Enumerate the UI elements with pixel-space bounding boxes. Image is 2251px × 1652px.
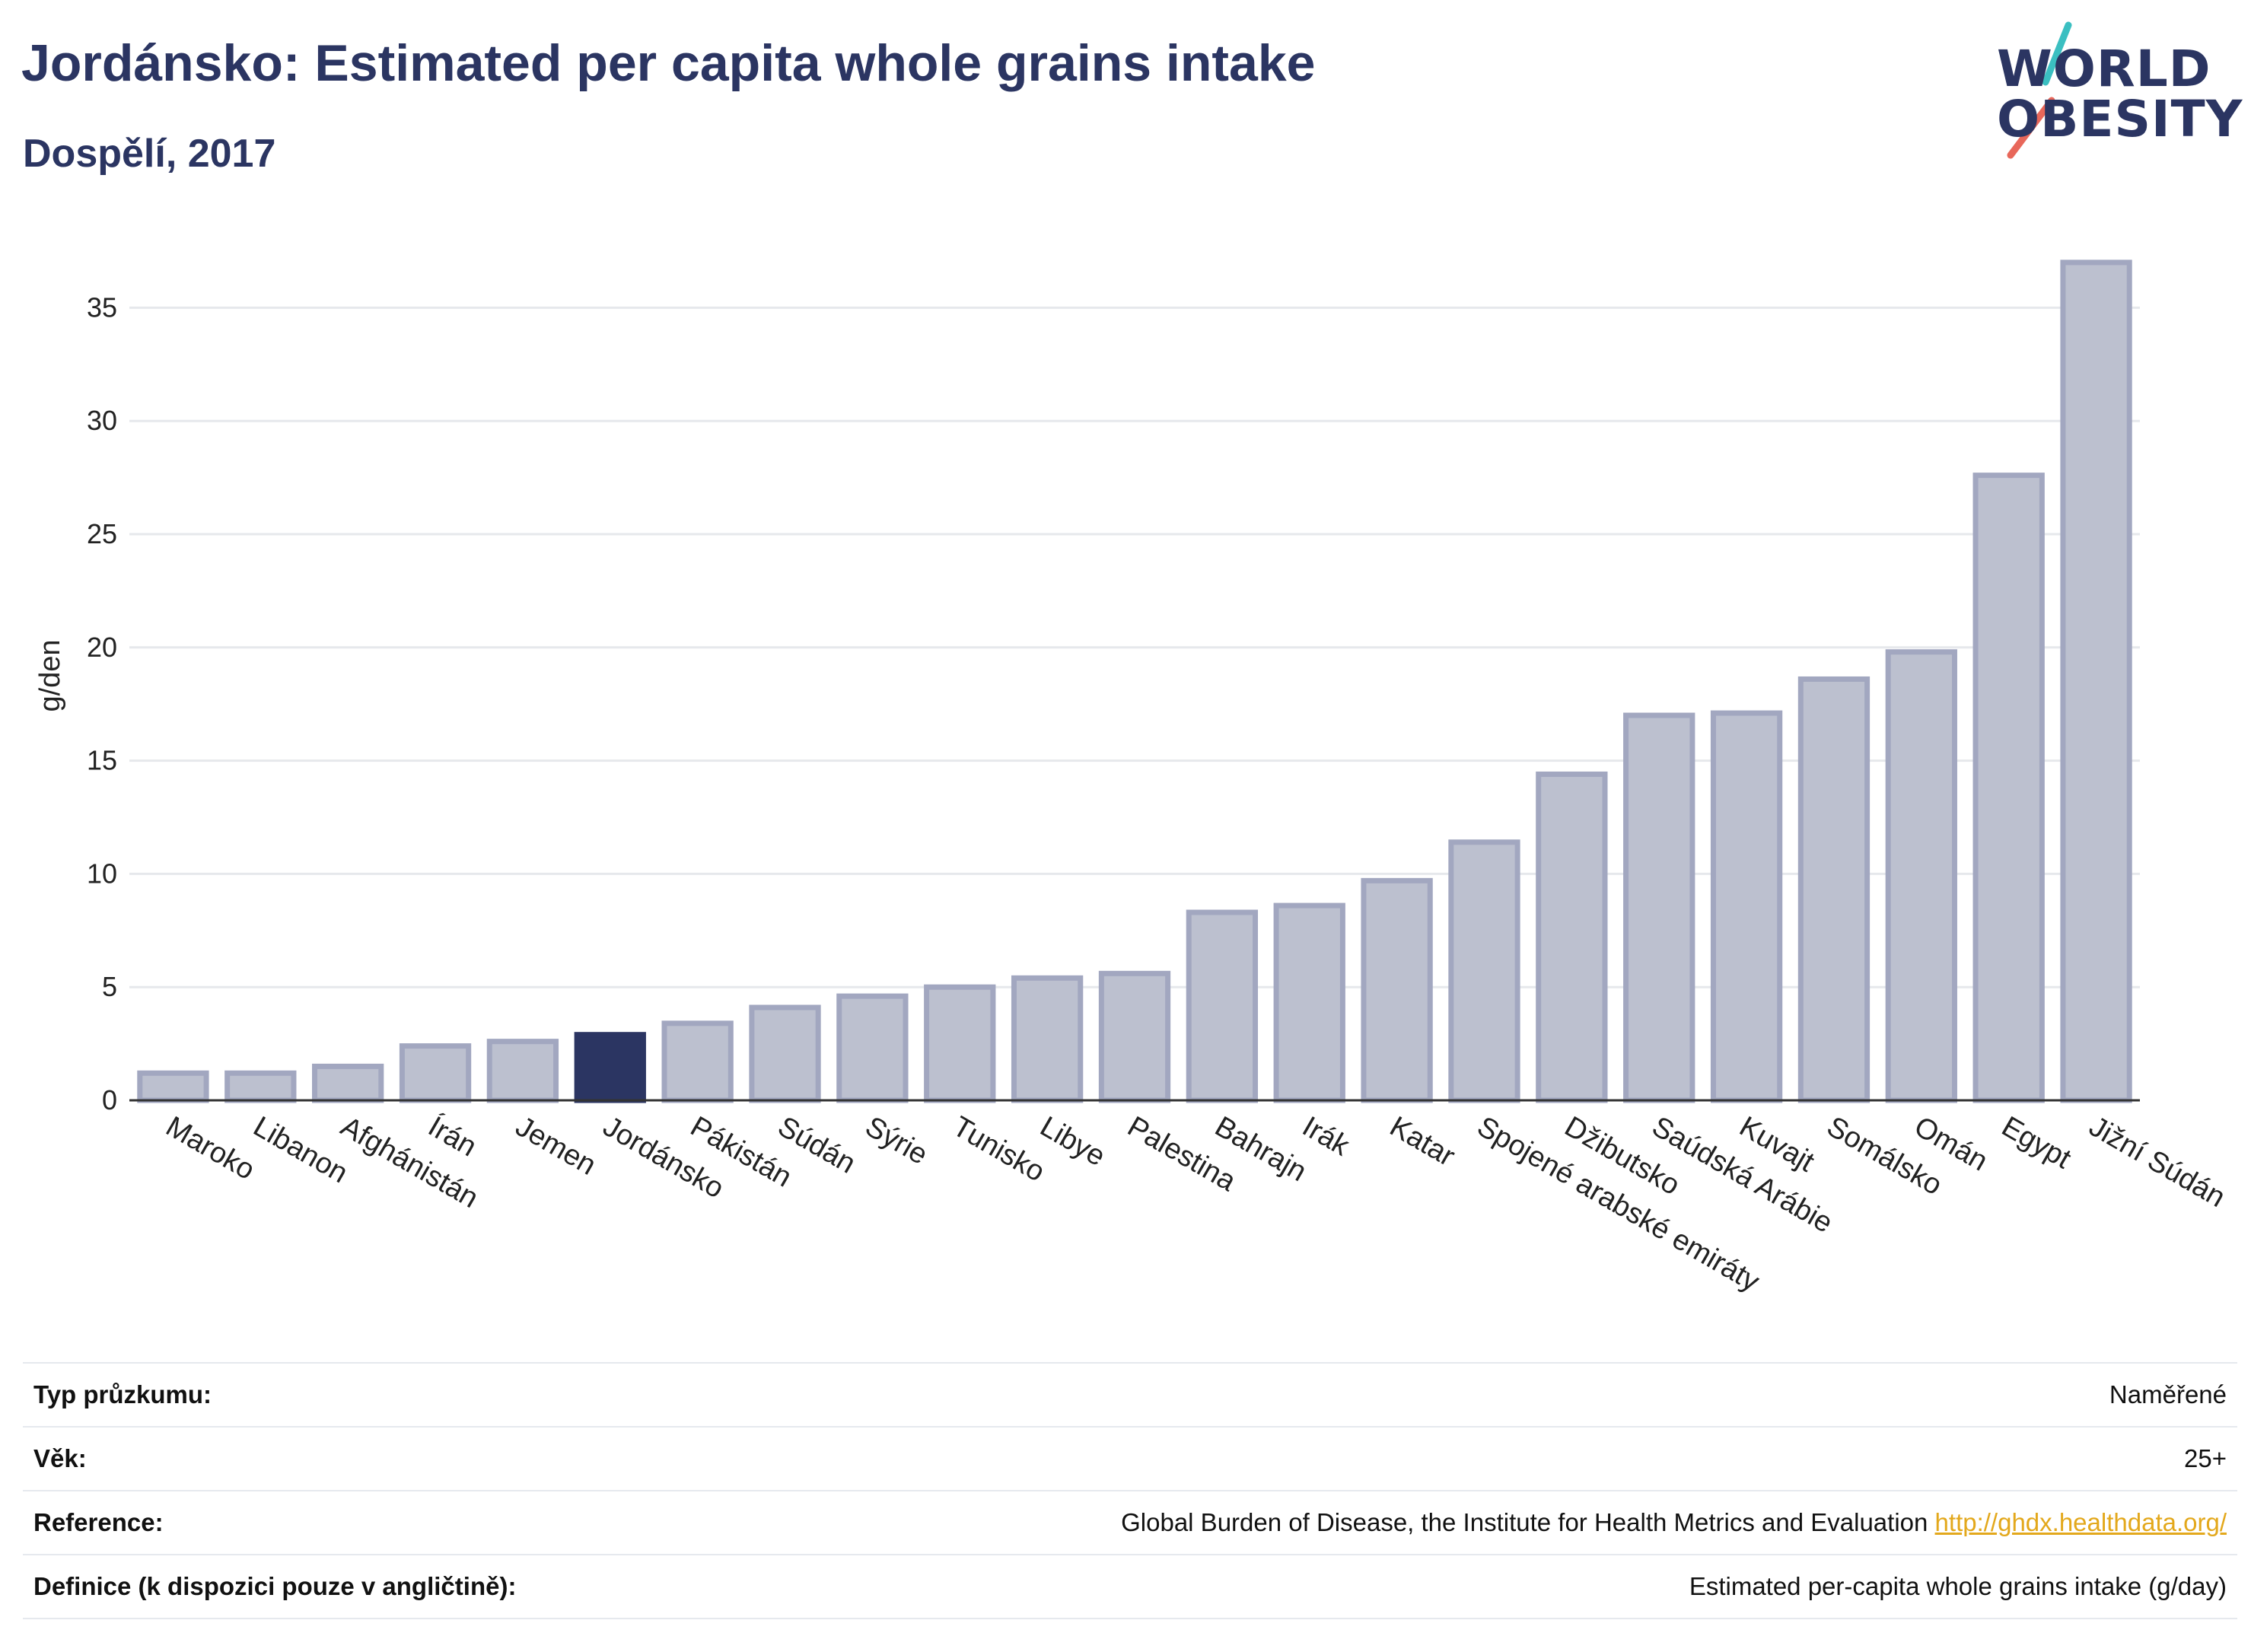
meta-label: Reference: [33,1508,164,1536]
bar [924,984,996,1103]
bar [224,1070,297,1103]
meta-value: Naměřené [2109,1380,2227,1408]
x-tick-label: Libanon [248,1110,353,1189]
x-tick-label: Írán [423,1110,482,1163]
x-tick-label: Jemen [510,1110,601,1181]
y-tick-label: 35 [87,291,117,323]
bar [137,1070,209,1103]
bar [1448,839,1520,1103]
bar [836,993,909,1103]
reference-link[interactable]: http://ghdx.healthdata.org/ [1934,1508,2227,1536]
metadata-table: Typ průzkumu: Naměřené Věk: 25+ Referenc… [23,1362,2237,1619]
bar [1361,877,1433,1103]
bar [1273,902,1345,1103]
bar [486,1039,559,1103]
bar [1623,712,1695,1103]
bar [749,1004,821,1103]
x-tick-label: Tunisko [947,1110,1050,1188]
meta-row-survey-type: Typ průzkumu: Naměřené [23,1362,2237,1426]
bar-chart: 05101520253035g/denMarokoLibanonAfghánis… [34,259,2230,1298]
bar [1011,975,1084,1103]
x-tick-label: Maroko [161,1110,260,1186]
bar [1536,771,1608,1103]
bar [1972,473,2045,1103]
meta-row-definition: Definice (k dispozici pouze v angličtině… [23,1554,2237,1619]
chart-subtitle: Dospělí, 2017 [23,132,276,176]
meta-value: 25+ [2184,1444,2227,1472]
y-tick-label: 30 [87,405,117,436]
y-tick-label: 0 [102,1084,117,1116]
bar [1710,710,1783,1103]
reference-text: Global Burden of Disease, the Institute … [1121,1508,1928,1536]
x-tick-label: Irák [1297,1110,1355,1163]
x-tick-label: Sýrie [860,1110,933,1171]
logo-slash-teal [2042,21,2072,86]
chart-title: Jordánsko: Estimated per capita whole gr… [21,34,1316,92]
bar-highlight [574,1032,646,1103]
bar [312,1063,384,1103]
meta-row-age: Věk: 25+ [23,1426,2237,1490]
y-tick-label: 15 [87,745,117,776]
y-tick-label: 10 [87,858,117,889]
y-tick-label: 20 [87,632,117,663]
bar [661,1020,734,1103]
meta-label: Definice (k dispozici pouze v angličtině… [33,1572,517,1600]
x-tick-label: Katar [1384,1110,1460,1173]
y-axis-label: g/den [34,639,66,711]
bar [1797,676,1871,1103]
x-tick-label: Jižní Súdán [2084,1110,2230,1214]
logo-slash-icon [2007,21,2072,159]
x-tick-label: Egypt [1996,1110,2077,1175]
y-tick-label: 5 [102,971,117,1002]
bar [1186,909,1259,1103]
meta-label: Typ průzkumu: [33,1380,212,1408]
meta-label: Věk: [33,1444,87,1472]
bar [2060,259,2132,1103]
meta-row-reference: Reference: Global Burden of Disease, the… [23,1490,2237,1554]
logo-slash-red [2007,97,2055,159]
meta-value: Estimated per-capita whole grains intake… [1689,1572,2227,1600]
meta-value: Global Burden of Disease, the Institute … [1121,1508,2227,1537]
logo-word-obesity: OBESITY [1997,90,2243,148]
bar [399,1043,472,1103]
y-tick-label: 25 [87,518,117,549]
logo-word-world: WORLD [1997,40,2211,98]
bar [1098,970,1171,1103]
bar [1885,649,1957,1103]
world-obesity-logo: WORLD OBESITY [1979,21,2242,166]
